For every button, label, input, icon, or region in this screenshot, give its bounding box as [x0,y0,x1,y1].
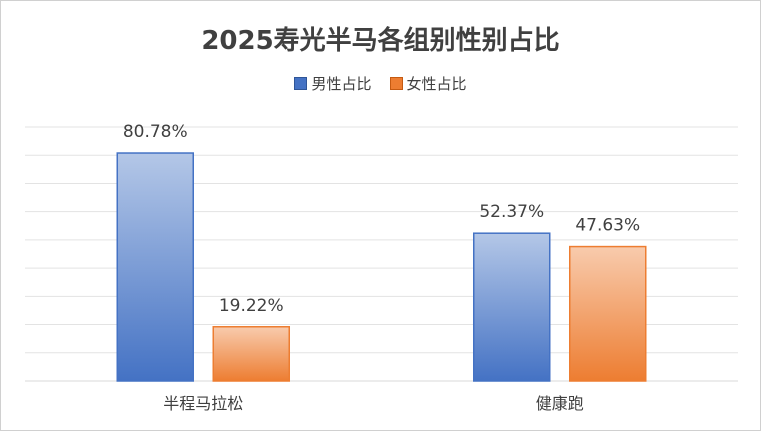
legend-swatch-male [294,77,308,90]
legend-item-male: 男性占比 [294,73,372,94]
category-label-0: 半程马拉松 [163,394,243,413]
bar-female-1 [569,245,647,382]
legend-label-male: 男性占比 [311,75,372,93]
data-label-male-1: 52.37% [479,202,544,222]
bar-male-1 [473,232,551,382]
data-label-female-0: 19.22% [219,296,284,316]
data-label-female-1: 47.63% [575,216,640,236]
data-label-male-0: 80.78% [123,122,188,142]
legend-item-female: 女性占比 [389,73,467,94]
legend-swatch-female [389,77,403,90]
bar-male-0 [116,152,194,382]
legend: 男性占比 女性占比 [0,73,761,94]
chart-title: 2025寿光半马各组别性别占比 [201,26,560,56]
legend-label-female: 女性占比 [406,75,467,93]
bar-female-0 [212,326,290,382]
category-label-1: 健康跑 [536,394,584,413]
